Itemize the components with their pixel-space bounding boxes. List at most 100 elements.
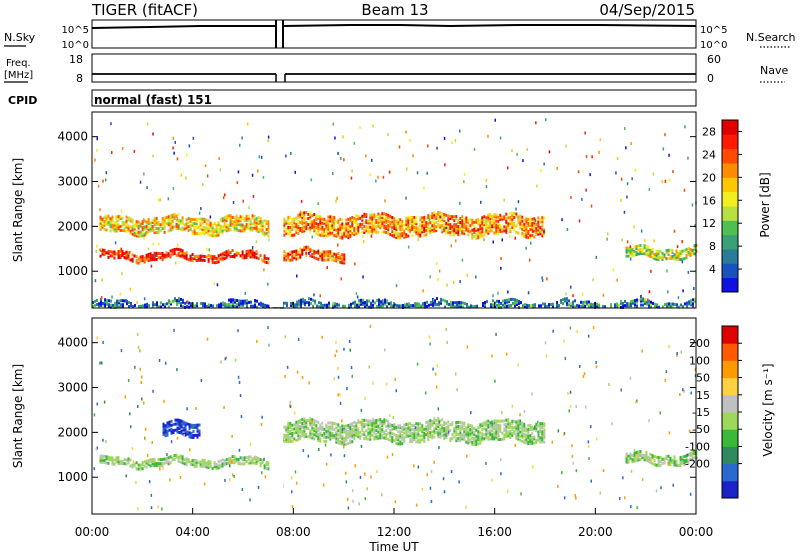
- echo-cell: [495, 419, 498, 423]
- echo-cell: [165, 251, 168, 255]
- echo-cell: [383, 436, 386, 440]
- echo-cell: [177, 459, 180, 463]
- echo-cell: [659, 250, 662, 254]
- echo-cell: [195, 220, 198, 223]
- echo-cell: [670, 302, 672, 306]
- echo-cell: [242, 303, 244, 307]
- echo-cell: [311, 253, 314, 256]
- echo-cell: [456, 388, 458, 392]
- echo-cell: [128, 305, 130, 308]
- echo-cell: [101, 250, 104, 254]
- echo-cell: [375, 225, 378, 229]
- echo-cell: [521, 227, 524, 231]
- echo-cell: [389, 233, 392, 236]
- echo-cell: [355, 423, 358, 427]
- echo-cell: [384, 199, 386, 203]
- echo-cell: [413, 434, 416, 438]
- echo-cell: [218, 303, 220, 307]
- echo-cell: [531, 227, 534, 231]
- echo-cell: [171, 456, 174, 460]
- echo-cell: [102, 438, 104, 442]
- echo-cell: [485, 178, 488, 182]
- echo-cell: [503, 215, 506, 219]
- echo-cell: [167, 462, 170, 466]
- echo-cell: [173, 215, 176, 218]
- echo-cell: [467, 431, 470, 435]
- echo-cell: [267, 261, 270, 265]
- echo-cell: [471, 424, 474, 428]
- echo-cell: [441, 220, 444, 224]
- echo-cell: [648, 305, 650, 309]
- echo-cell: [125, 474, 127, 478]
- echo-cell: [685, 460, 688, 464]
- echo-cell: [329, 427, 332, 431]
- echo-cell: [351, 374, 353, 378]
- echo-cell: [633, 253, 636, 257]
- echo-cell: [447, 220, 450, 224]
- echo-cell: [520, 492, 522, 496]
- echo-cell: [300, 304, 302, 308]
- echo-cell: [176, 303, 178, 307]
- echo-cell: [292, 439, 294, 443]
- echo-cell: [285, 433, 288, 437]
- echo-cell: [401, 442, 404, 446]
- echo-cell: [426, 304, 428, 308]
- echo-cell: [485, 436, 488, 440]
- echo-cell: [437, 433, 440, 437]
- echo-cell: [195, 232, 198, 236]
- echo-cell: [264, 305, 266, 309]
- echo-cell: [315, 428, 318, 432]
- echo-cell: [558, 304, 560, 308]
- echo-cell: [367, 219, 370, 223]
- echo-cell: [148, 480, 151, 484]
- echo-cell: [184, 423, 187, 427]
- echo-cell: [691, 450, 694, 454]
- echo-cell: [175, 247, 178, 251]
- echo-cell: [670, 304, 672, 308]
- echo-cell: [299, 255, 302, 259]
- echo-cell: [371, 225, 374, 229]
- echo-cell: [319, 427, 322, 431]
- echo-cell: [244, 291, 246, 295]
- echo-cell: [364, 303, 366, 307]
- echo-cell: [469, 224, 472, 228]
- echo-cell: [403, 231, 406, 235]
- echo-cell: [409, 430, 412, 434]
- echo-cell: [663, 457, 666, 461]
- echo-cell: [387, 215, 390, 219]
- echo-cell: [362, 302, 364, 306]
- echo-cell: [267, 230, 270, 234]
- echo-cell: [431, 436, 434, 440]
- echo-cell: [447, 430, 450, 434]
- echo-cell: [233, 216, 236, 220]
- echo-cell: [353, 433, 356, 436]
- echo-cell: [260, 301, 262, 305]
- echo-cell: [388, 413, 391, 417]
- echo-cell: [267, 461, 270, 465]
- echo-cell: [159, 229, 162, 233]
- echo-cell: [459, 280, 461, 284]
- echo-cell: [539, 428, 542, 432]
- echo-cell: [509, 432, 512, 435]
- echo-cell: [140, 380, 142, 384]
- echo-cell: [433, 227, 436, 231]
- echo-cell: [245, 254, 248, 257]
- echo-cell: [451, 215, 454, 219]
- echo-cell: [493, 419, 496, 423]
- echo-cell: [217, 256, 220, 260]
- echo-cell: [325, 250, 328, 254]
- echo-cell: [234, 300, 236, 304]
- echo-cell: [694, 368, 697, 372]
- echo-cell: [663, 459, 666, 463]
- echo-cell: [481, 436, 484, 440]
- echo-cell: [377, 220, 380, 224]
- echo-cell: [414, 426, 417, 430]
- echo-cell: [535, 230, 538, 234]
- echo-cell: [415, 440, 418, 444]
- echo-cell: [471, 442, 474, 446]
- echo-cell: [179, 456, 182, 460]
- echo-cell: [363, 433, 366, 436]
- echo-cell: [295, 251, 298, 255]
- echo-cell: [635, 400, 637, 404]
- echo-cell: [199, 223, 202, 227]
